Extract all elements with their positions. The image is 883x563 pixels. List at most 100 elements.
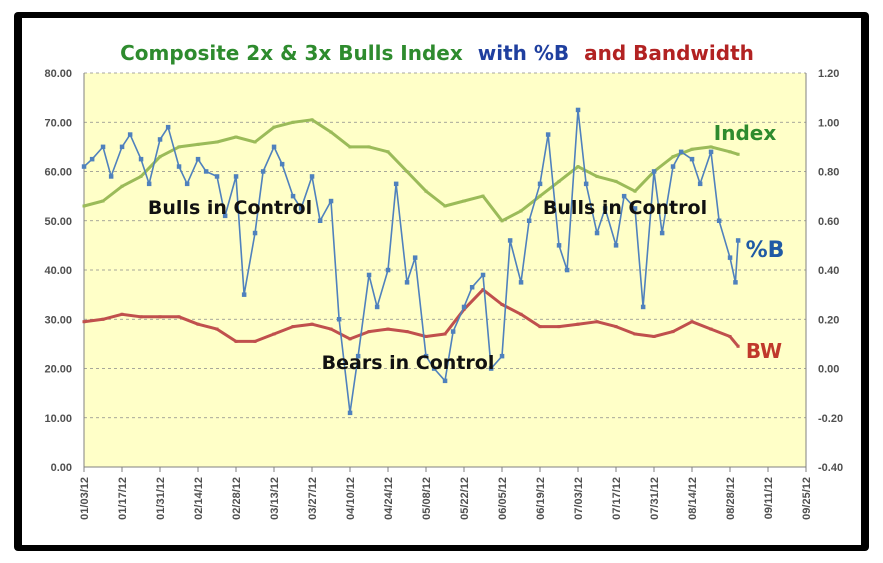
bw-point xyxy=(424,335,428,338)
pctb-label: %B xyxy=(746,238,785,263)
bw-point xyxy=(291,325,295,329)
index-point xyxy=(424,189,428,193)
pctb-point xyxy=(461,304,467,310)
pctb-point xyxy=(518,280,524,285)
bw-label: BW xyxy=(746,339,782,363)
pctb-point xyxy=(355,353,361,359)
bw-point xyxy=(595,320,599,324)
bw-point xyxy=(120,312,124,316)
index-point xyxy=(690,147,694,151)
pctb-point xyxy=(203,169,209,174)
index-point xyxy=(310,118,314,122)
left-tick-label: 0.00 xyxy=(51,462,72,474)
bw-point xyxy=(462,307,466,311)
bw-point xyxy=(348,337,352,341)
pctb-point xyxy=(670,164,676,169)
x-tick-label: 09/25/12 xyxy=(801,477,813,520)
x-tick-label: 06/05/12 xyxy=(497,477,509,520)
bw-point xyxy=(310,322,314,326)
index-point xyxy=(139,174,143,178)
index-point xyxy=(462,199,466,203)
right-tick-label: 0.20 xyxy=(818,314,839,326)
pctb-point xyxy=(659,230,665,236)
pctb-point xyxy=(157,137,163,142)
pctb-point xyxy=(393,181,399,187)
x-tick-label: 03/27/12 xyxy=(307,477,319,520)
pctb-point xyxy=(602,206,608,211)
bw-point xyxy=(481,288,485,292)
pctb-point xyxy=(214,174,220,179)
pctb-point xyxy=(260,169,266,174)
index-point xyxy=(196,142,200,146)
bw-point xyxy=(557,325,561,329)
x-tick-label: 06/19/12 xyxy=(535,477,547,520)
left-tick-label: 80.00 xyxy=(44,68,72,80)
x-tick-label: 07/03/12 xyxy=(573,477,585,520)
x-tick-label: 08/28/12 xyxy=(725,477,737,520)
x-tick-label: 07/31/12 xyxy=(649,477,661,520)
bw-point xyxy=(196,322,200,326)
pctb-point xyxy=(575,107,581,113)
bw-point xyxy=(234,339,238,343)
x-tick-label: 01/03/12 xyxy=(79,477,91,520)
right-tick-label: -0.40 xyxy=(818,462,843,474)
pctb-point xyxy=(127,132,133,137)
index-point xyxy=(272,125,276,129)
bw-point xyxy=(82,320,86,324)
pctb-point xyxy=(716,218,722,223)
pctb-point xyxy=(499,353,505,359)
right-axis: -0.40 -0.20 0.00 0.20 0.40 0.60 0.80 1.00 1.20 xyxy=(805,68,843,474)
index-point xyxy=(367,145,371,149)
index-point xyxy=(614,179,618,183)
bw-point xyxy=(386,327,390,331)
index-label: Index xyxy=(714,121,777,145)
x-axis: 01/03/12 01/17/12 01/31/12 02/14/12 02/28/12… xyxy=(79,466,813,520)
pctb-point xyxy=(241,292,247,297)
bw-point xyxy=(158,315,162,319)
pctb-point xyxy=(328,198,334,204)
index-point xyxy=(405,170,409,173)
pctb-point xyxy=(222,213,228,219)
bw-point xyxy=(633,332,637,336)
x-tick-label: 01/17/12 xyxy=(117,477,129,520)
pctb-point xyxy=(640,304,646,310)
bw-point xyxy=(728,335,732,338)
bears-in-control-label: Bears in Control xyxy=(322,352,495,374)
bw-point xyxy=(139,315,143,319)
bulls-in-control-label-2: Bulls in Control xyxy=(543,197,707,219)
pctb-point xyxy=(176,164,182,169)
pctb-point xyxy=(119,144,125,150)
left-axis: 0.00 10.00 20.00 30.00 40.00 50.00 60.00 70.00 8… xyxy=(44,68,85,474)
pctb-series xyxy=(81,107,741,416)
pctb-point xyxy=(480,272,486,278)
left-tick-label: 40.00 xyxy=(44,265,72,277)
pctb-point xyxy=(689,156,695,162)
pctb-point xyxy=(252,230,258,236)
left-tick-label: 20.00 xyxy=(44,364,72,376)
pctb-point xyxy=(89,156,95,162)
pctb-point xyxy=(366,272,372,278)
index-series xyxy=(82,118,740,223)
pctb-point xyxy=(431,366,437,371)
pctb-point xyxy=(632,206,638,211)
pctb-point xyxy=(708,149,714,155)
pctb-point xyxy=(279,161,285,167)
pctb-point xyxy=(271,144,277,150)
bw-point xyxy=(614,325,618,329)
bw-point xyxy=(519,312,523,316)
index-point xyxy=(728,150,732,154)
x-tick-label: 02/14/12 xyxy=(193,477,205,520)
pctb-point xyxy=(317,218,323,223)
right-tick-label: -0.20 xyxy=(818,413,843,425)
pctb-point xyxy=(727,255,733,260)
index-point xyxy=(253,140,257,144)
left-tick-label: 70.00 xyxy=(44,117,72,129)
x-tick-label: 04/10/12 xyxy=(345,477,357,520)
pctb-point xyxy=(594,230,600,236)
pctb-point xyxy=(450,329,456,334)
pctb-point xyxy=(298,206,304,211)
bw-point xyxy=(671,330,675,334)
x-tick-label: 09/11/12 xyxy=(763,477,775,519)
right-tick-label: 0.80 xyxy=(818,167,839,179)
